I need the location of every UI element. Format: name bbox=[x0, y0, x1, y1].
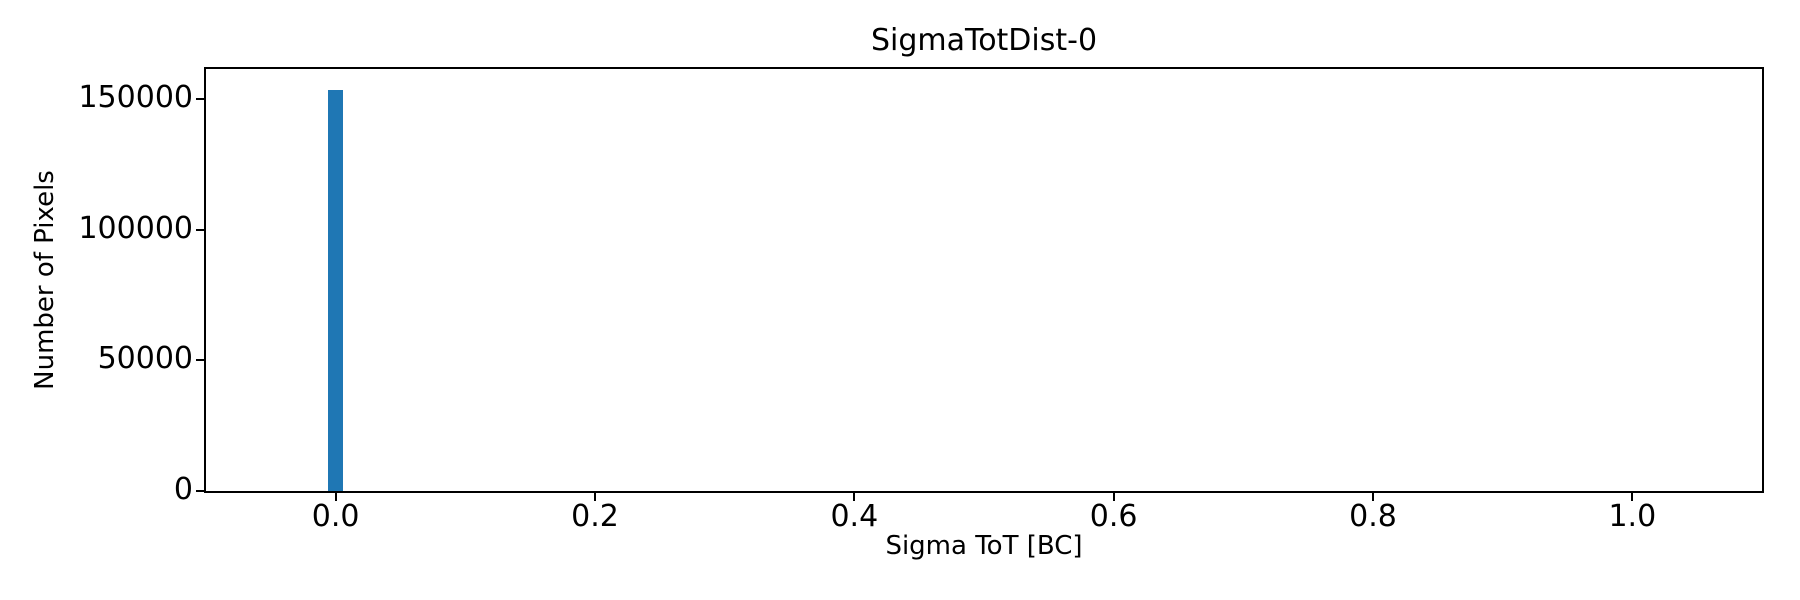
x-tick-label: 0.2 bbox=[571, 499, 619, 534]
x-tick-mark bbox=[853, 493, 856, 501]
x-tick-label: 0.4 bbox=[830, 499, 879, 534]
x-tick-label: 0.6 bbox=[1089, 499, 1138, 534]
x-tick-label: 0.8 bbox=[1349, 499, 1397, 534]
x-tick-mark bbox=[1372, 493, 1374, 501]
x-tick-mark bbox=[334, 493, 337, 501]
y-axis-ticks: 0 50000 100000 150000 bbox=[78, 69, 1762, 507]
chart-title: SigmaTotDist-0 bbox=[870, 23, 1098, 58]
y-tick-mark bbox=[196, 490, 204, 492]
x-tick-mark bbox=[1631, 493, 1634, 501]
plot-area: 0.0 0.2 0.4 0.6 0.8 1.0 0 50000 100000 150000 bbox=[78, 67, 1764, 534]
y-tick-mark bbox=[196, 228, 204, 231]
x-tick-label: 1.0 bbox=[1608, 499, 1657, 534]
x-tick-label: 0.0 bbox=[311, 499, 360, 534]
y-tick-label: 50000 bbox=[97, 341, 193, 377]
x-tick-mark bbox=[1112, 493, 1115, 501]
x-axis-ticks: 0.0 0.2 0.4 0.6 0.8 1.0 bbox=[206, 69, 1762, 534]
y-tick-mark bbox=[196, 359, 204, 362]
histogram-bar bbox=[328, 89, 344, 491]
x-tick-mark bbox=[594, 493, 596, 501]
y-tick-mark bbox=[196, 97, 204, 100]
y-tick-label: 150000 bbox=[78, 79, 193, 115]
y-tick-label: 100000 bbox=[78, 210, 193, 246]
bars-layer bbox=[206, 69, 1762, 491]
x-axis-label: Sigma ToT [BC] bbox=[885, 531, 1083, 561]
y-tick-label: 0 bbox=[173, 472, 193, 507]
